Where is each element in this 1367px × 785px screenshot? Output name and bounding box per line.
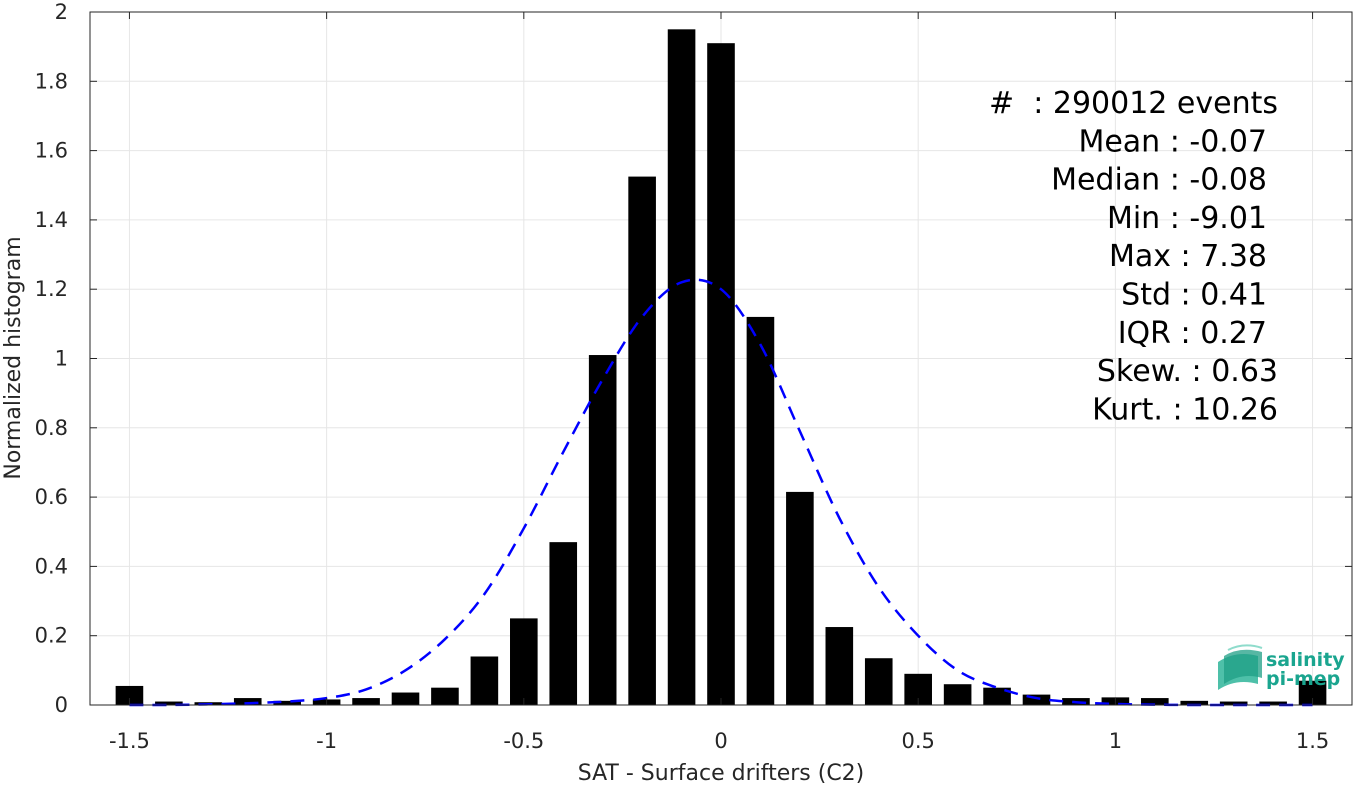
y-tick-label: 1.8: [35, 69, 68, 93]
x-tick-label: -1.5: [109, 729, 150, 753]
stat-line: Mean : -0.07: [1078, 124, 1267, 159]
histogram-bar: [1259, 701, 1287, 705]
stat-line: Kurt. : 10.26: [1092, 392, 1278, 427]
histogram-bar: [786, 491, 814, 705]
y-tick-label: 0: [55, 693, 68, 717]
y-tick-label: 0.6: [35, 485, 68, 509]
x-tick-label: 0.5: [901, 729, 934, 753]
y-tick-label: 0.8: [35, 416, 68, 440]
x-axis-label: SAT - Surface drifters (C2): [578, 761, 865, 785]
histogram-bar: [1180, 700, 1209, 705]
histogram-bar: [628, 176, 656, 705]
y-tick-label: 1.6: [35, 139, 68, 163]
y-tick-label: 0.2: [35, 624, 68, 648]
y-axis-label: Normalized histogram: [1, 236, 26, 479]
salinity-pi-mep-logo: salinity pi-mep: [1218, 644, 1345, 690]
y-tick-label: 2: [55, 0, 68, 24]
histogram-bars: [115, 29, 1327, 706]
logo-wave-icon: [1218, 644, 1263, 690]
histogram-bar: [667, 29, 696, 705]
stat-line: Max : 7.38: [1109, 239, 1267, 274]
histogram-bar: [352, 698, 380, 705]
histogram-bar: [155, 701, 183, 705]
x-tick-label: 0: [714, 729, 727, 753]
gaussian-fit-line: [129, 278, 1313, 707]
logo-line1: salinity: [1266, 649, 1345, 671]
histogram-bar: [588, 355, 617, 705]
x-tick-label: -0.5: [503, 729, 544, 753]
histogram-bar: [746, 316, 775, 705]
histogram-bar: [864, 658, 893, 705]
histogram-bar: [1022, 694, 1051, 705]
histogram-bar: [549, 542, 578, 705]
histogram-bar: [707, 43, 735, 706]
histogram-bar: [115, 685, 144, 705]
y-axis-ticks: 0 0.2 0.4 0.6 0.8 1 1.2 1.4 1.6 1.8 2: [35, 0, 1352, 717]
stat-line: Median : -0.08: [1051, 163, 1267, 198]
y-tick-label: 1: [55, 347, 68, 371]
histogram-bar: [233, 698, 262, 705]
histogram-bar: [825, 627, 854, 705]
stat-line: Skew. : 0.63: [1097, 354, 1278, 389]
x-tick-label: -1: [316, 729, 337, 753]
histogram-bar: [510, 618, 538, 705]
x-axis-ticks: -1.5 -1 -0.5 0 0.5 1 1.5: [109, 12, 1329, 753]
stat-line: # : 290012 events: [989, 86, 1278, 121]
histogram-bar: [943, 684, 972, 705]
histogram-bar: [1219, 701, 1248, 705]
histogram-bar: [470, 656, 499, 705]
stat-line: IQR : 0.27: [1118, 316, 1267, 351]
x-tick-label: 1: [1109, 729, 1122, 753]
y-tick-label: 1.4: [35, 208, 68, 232]
histogram-bar: [431, 687, 459, 705]
x-tick-label: 1.5: [1296, 729, 1329, 753]
histogram-bar: [983, 687, 1011, 705]
stat-line: Std : 0.41: [1121, 278, 1267, 313]
y-tick-label: 1.2: [35, 277, 68, 301]
stat-line: Min : -9.01: [1107, 201, 1267, 236]
y-tick-label: 0.4: [35, 554, 68, 578]
histogram-bar: [391, 692, 420, 705]
logo-line2: pi-mep: [1266, 668, 1340, 690]
histogram-bar: [273, 700, 301, 705]
histogram-bar: [1141, 698, 1169, 705]
